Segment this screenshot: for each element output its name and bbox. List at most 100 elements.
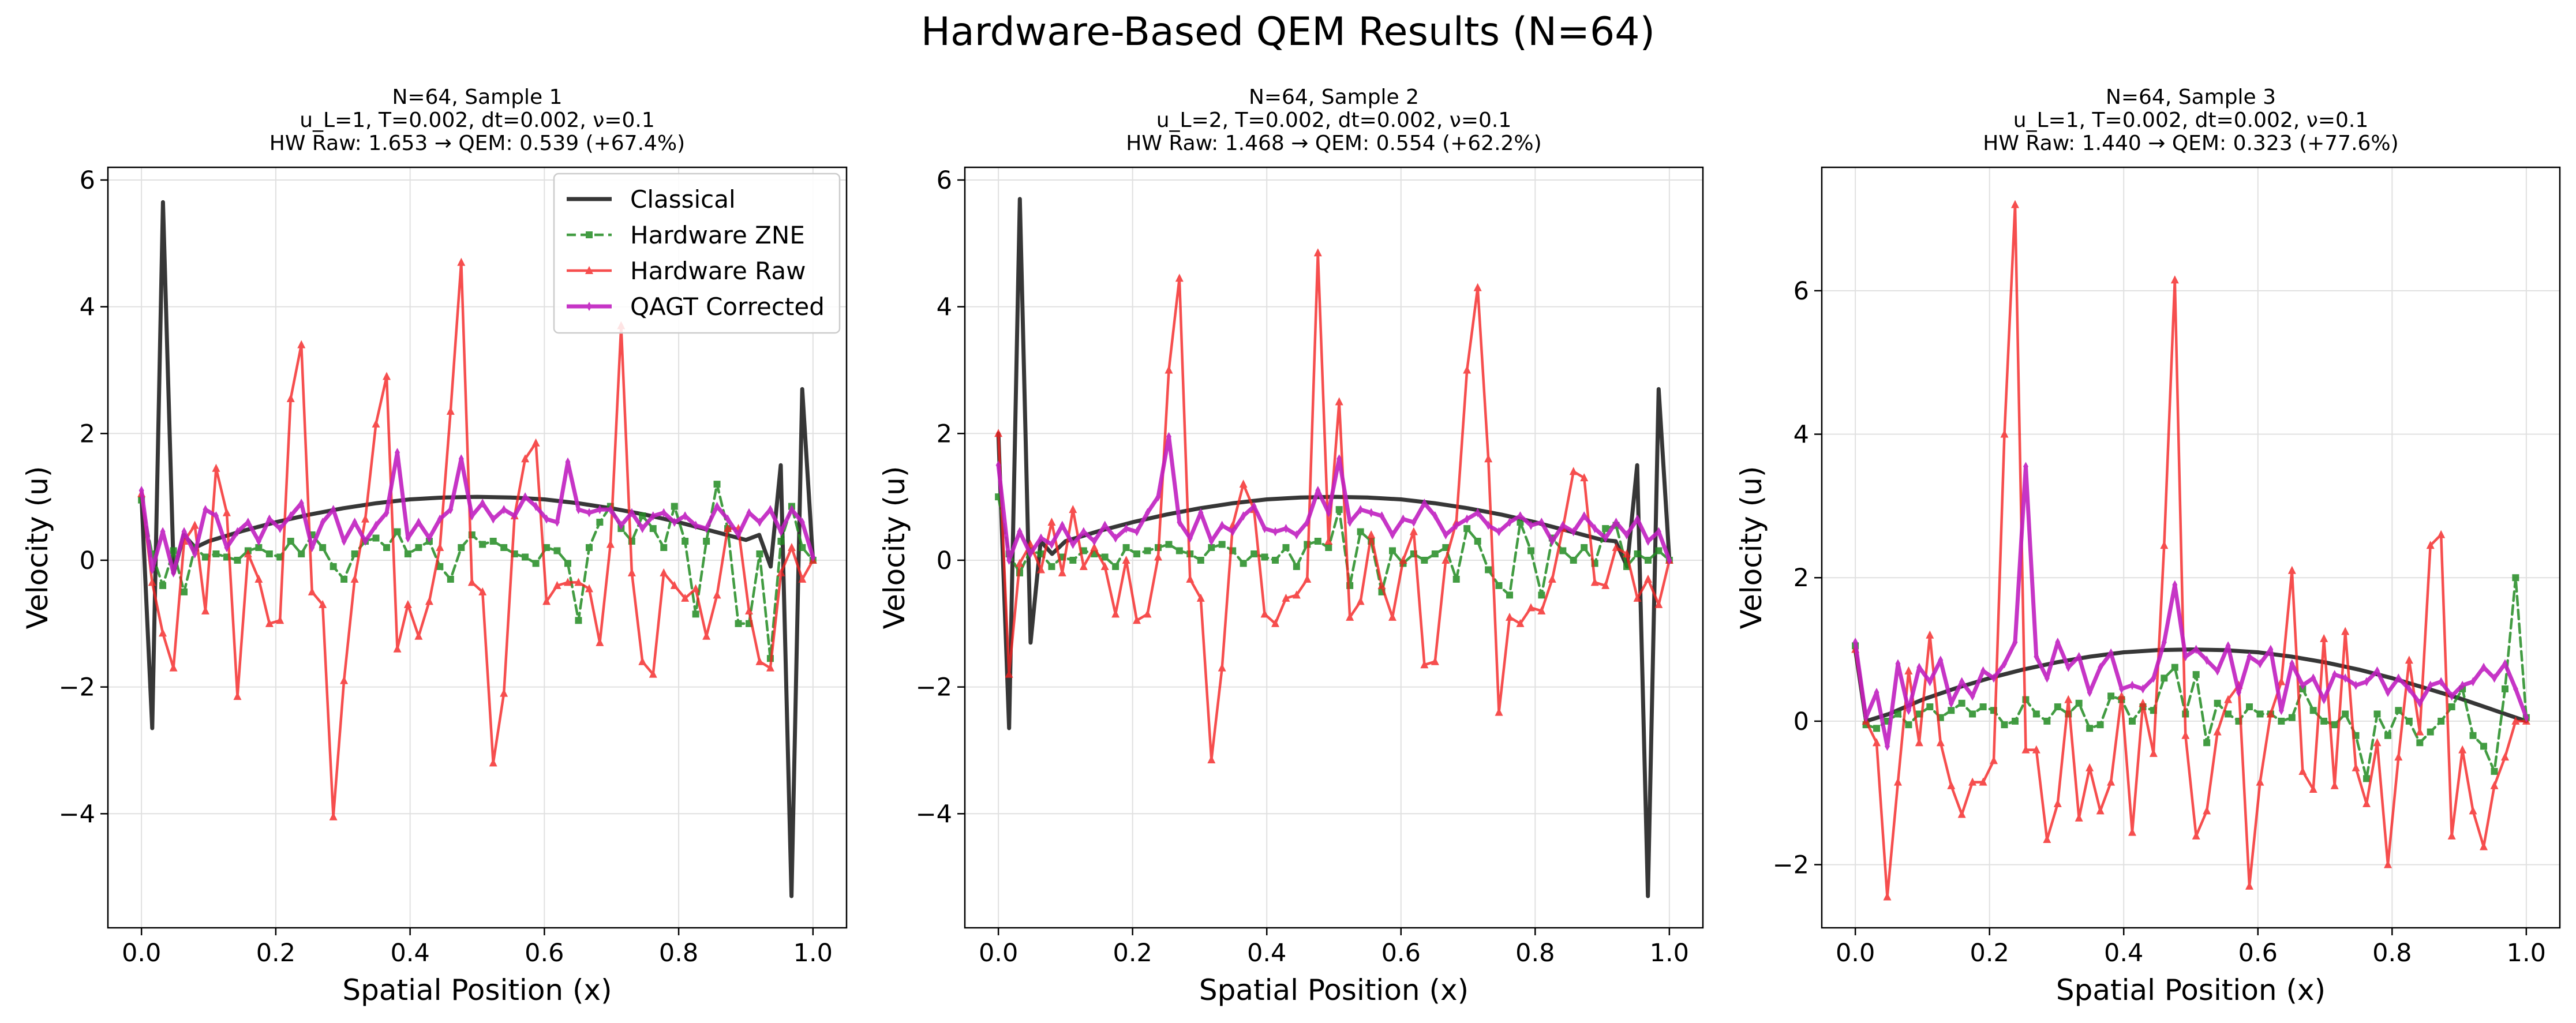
data-point-raw	[1904, 666, 1913, 674]
data-point-zne	[649, 525, 657, 533]
data-point-zne	[1325, 544, 1332, 551]
data-point-raw	[766, 663, 774, 672]
data-point-qagt	[789, 505, 795, 515]
data-point-raw	[500, 688, 508, 697]
data-point-raw	[2213, 727, 2222, 736]
panel-title-line: HW Raw: 1.440 → QEM: 0.323 (+77.6%)	[1983, 132, 2398, 155]
data-point-zne	[1463, 525, 1471, 533]
x-tick-label: 0.8	[659, 939, 698, 968]
data-point-zne	[2246, 703, 2253, 711]
plot-data	[1851, 200, 2530, 901]
y-tick-label: 2	[937, 419, 952, 448]
data-point-zne	[383, 544, 391, 551]
data-point-raw	[1207, 755, 1216, 763]
data-point-raw	[1644, 574, 1653, 583]
data-point-raw	[755, 657, 764, 665]
data-point-raw	[2128, 827, 2136, 836]
data-point-raw	[2117, 691, 2126, 700]
data-point-raw	[1590, 578, 1599, 586]
data-point-qagt	[1959, 677, 1965, 687]
data-point-qagt	[1980, 666, 1986, 676]
data-point-raw	[2075, 813, 2083, 822]
data-point-raw	[2266, 709, 2275, 718]
data-point-qagt	[1645, 537, 1651, 546]
data-point-qagt	[1549, 537, 1555, 546]
data-point-qagt	[395, 448, 400, 458]
data-point-raw	[585, 584, 593, 593]
panel-title-line: N=64, Sample 3	[2106, 85, 2276, 109]
data-point-zne	[1421, 556, 1428, 564]
data-point-zne	[351, 550, 358, 557]
data-point-raw	[1883, 892, 1892, 901]
data-point-raw	[372, 419, 380, 428]
axes-frame	[1821, 166, 2561, 929]
data-point-raw	[1473, 283, 1482, 291]
data-point-raw	[1441, 555, 1450, 564]
data-point-raw	[542, 597, 551, 605]
data-point-qagt	[2364, 677, 2369, 687]
data-point-zne	[1958, 699, 1965, 707]
series-line-qagt	[139, 450, 815, 575]
data-point-raw	[1936, 738, 1945, 747]
data-point-raw	[1537, 606, 1546, 614]
data-point-raw	[2341, 627, 2350, 635]
data-point-zne	[2161, 674, 2168, 682]
x-tick-label: 0.4	[1247, 939, 1286, 968]
data-point-qagt	[2161, 638, 2167, 647]
data-point-zne	[2363, 775, 2371, 782]
data-point-raw	[2394, 752, 2403, 761]
axes-frame	[107, 166, 848, 929]
series-line-zne	[1854, 576, 2528, 780]
data-point-raw	[286, 394, 295, 402]
data-point-zne	[2054, 703, 2061, 711]
data-point-raw	[627, 568, 636, 576]
data-point-raw	[702, 631, 711, 640]
data-point-raw	[2320, 634, 2328, 642]
data-point-raw	[1420, 660, 1429, 669]
data-point-qagt	[1464, 514, 1470, 524]
data-point-raw	[1218, 663, 1226, 672]
data-point-raw	[2277, 677, 2286, 685]
data-point-zne	[2309, 707, 2317, 714]
data-point-raw	[1324, 537, 1333, 545]
data-point-zne	[372, 534, 380, 542]
data-point-qagt	[2215, 666, 2221, 676]
data-point-qagt	[2119, 684, 2125, 694]
data-point-qagt	[1027, 549, 1033, 559]
data-point-qagt	[1283, 524, 1289, 534]
data-point-raw	[1654, 599, 1663, 608]
data-point-zne	[2384, 732, 2391, 739]
series-raw	[994, 248, 1673, 763]
data-point-raw	[1431, 657, 1439, 665]
data-point-qagt	[480, 499, 485, 508]
data-point-qagt	[1560, 520, 1566, 530]
data-point-zne	[1979, 703, 1987, 711]
data-point-raw	[1133, 616, 1141, 624]
legend-entry-raw	[567, 266, 612, 274]
y-tick-label: 6	[937, 166, 952, 195]
data-point-qagt	[2129, 680, 2135, 690]
data-point-qagt	[1454, 520, 1459, 530]
data-point-raw	[1111, 609, 1120, 618]
data-point-qagt	[1262, 524, 1268, 534]
data-point-qagt	[2087, 688, 2092, 698]
data-point-raw	[1569, 467, 1578, 475]
x-tick-label: 0.0	[122, 939, 161, 968]
data-point-qagt	[320, 518, 325, 527]
y-axis-label: Velocity (u)	[878, 466, 911, 629]
data-point-raw	[1947, 781, 1956, 789]
data-point-qagt	[2257, 659, 2263, 669]
data-point-zne	[2128, 717, 2136, 725]
data-point-qagt	[1006, 555, 1012, 565]
data-point-qagt	[1198, 508, 1204, 518]
series-line-qagt	[996, 434, 1672, 563]
data-point-qagt	[2428, 680, 2433, 690]
data-point-raw	[2160, 541, 2169, 549]
data-point-qagt	[203, 505, 208, 515]
data-point-qagt	[1518, 511, 1523, 521]
data-point-qagt	[746, 508, 752, 518]
data-point-zne	[2107, 692, 2115, 700]
data-point-zne	[2438, 717, 2445, 725]
data-point-qagt	[373, 520, 379, 530]
y-tick-label: 0	[80, 546, 95, 575]
